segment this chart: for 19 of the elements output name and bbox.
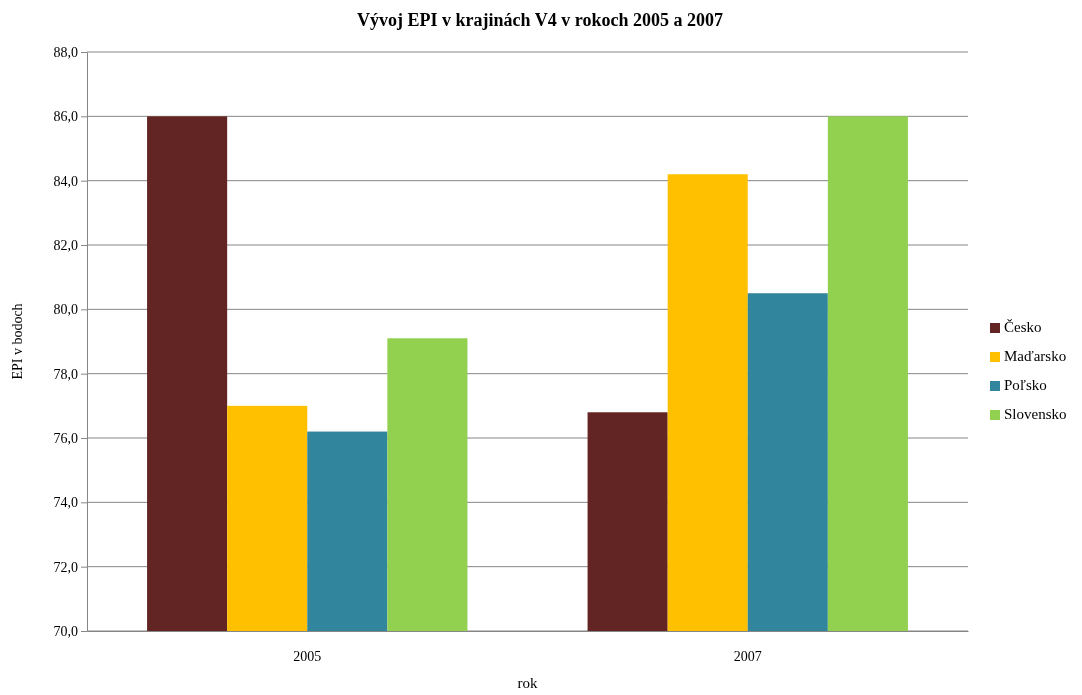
x-tick-label: 2005 — [293, 648, 322, 664]
y-tick-label: 76,0 — [53, 430, 78, 446]
y-axis-title: EPI v bodoch — [10, 303, 25, 380]
legend-label: Poľsko — [1004, 377, 1047, 393]
y-tick-label: 88,0 — [53, 44, 78, 60]
legend-label: Česko — [1004, 319, 1042, 335]
y-tick-label: 78,0 — [53, 366, 78, 382]
legend-label: Maďarsko — [1004, 348, 1067, 364]
chart-title: Vývoj EPI v krajinách V4 v rokoch 2005 a 2007 — [357, 10, 723, 30]
y-tick-label: 72,0 — [53, 559, 78, 575]
y-tick-label: 84,0 — [53, 173, 78, 189]
y-tick-label: 86,0 — [53, 109, 78, 125]
y-tick-label: 82,0 — [53, 237, 78, 253]
legend-label: Slovensko — [1004, 406, 1067, 422]
y-tick-label: 80,0 — [53, 302, 78, 318]
x-axis-title: rok — [517, 675, 538, 691]
y-tick-label: 74,0 — [53, 495, 78, 511]
x-tick-label: 2007 — [733, 648, 762, 664]
y-tick-label: 70,0 — [53, 623, 78, 639]
